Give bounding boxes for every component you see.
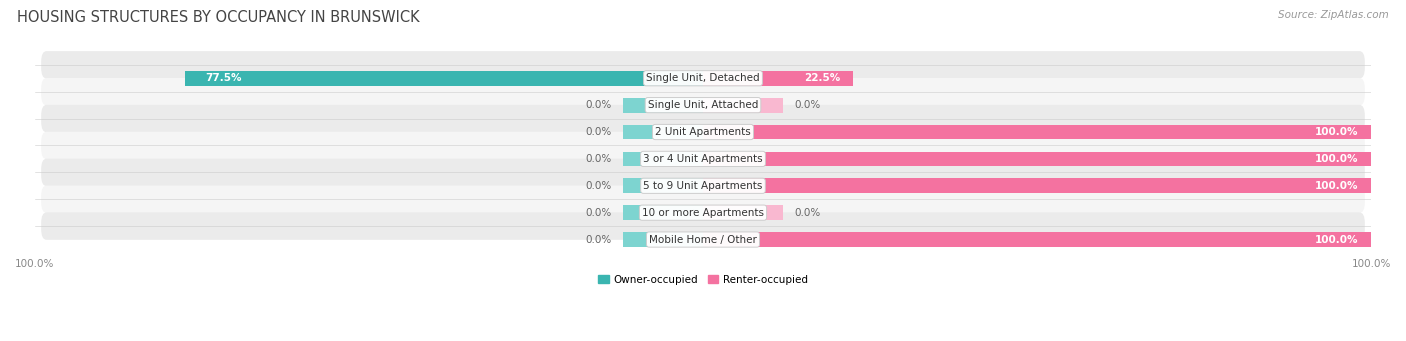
Text: 100.0%: 100.0% [1315, 181, 1358, 191]
FancyBboxPatch shape [41, 78, 1365, 105]
FancyBboxPatch shape [41, 186, 1365, 213]
Text: 0.0%: 0.0% [586, 235, 612, 244]
FancyBboxPatch shape [41, 105, 1365, 132]
Text: 0.0%: 0.0% [794, 208, 820, 218]
FancyBboxPatch shape [41, 159, 1365, 186]
FancyBboxPatch shape [41, 132, 1365, 159]
Text: 5 to 9 Unit Apartments: 5 to 9 Unit Apartments [644, 181, 762, 191]
Text: 100.0%: 100.0% [1315, 127, 1358, 137]
Text: 0.0%: 0.0% [794, 100, 820, 110]
Text: 0.0%: 0.0% [586, 208, 612, 218]
Text: 0.0%: 0.0% [586, 154, 612, 164]
Bar [703, 178, 1371, 193]
Bar [623, 205, 703, 220]
Bar [186, 71, 703, 86]
Text: Source: ZipAtlas.com: Source: ZipAtlas.com [1278, 10, 1389, 20]
Bar [623, 151, 703, 166]
Text: 22.5%: 22.5% [804, 73, 839, 83]
Text: Mobile Home / Other: Mobile Home / Other [650, 235, 756, 244]
Text: 0.0%: 0.0% [586, 127, 612, 137]
Text: 0.0%: 0.0% [586, 181, 612, 191]
Bar [623, 98, 703, 113]
Bar [623, 124, 703, 139]
Text: 100.0%: 100.0% [1315, 154, 1358, 164]
Text: 100.0%: 100.0% [1315, 235, 1358, 244]
Text: HOUSING STRUCTURES BY OCCUPANCY IN BRUNSWICK: HOUSING STRUCTURES BY OCCUPANCY IN BRUNS… [17, 10, 419, 25]
Bar [703, 98, 783, 113]
Text: Single Unit, Detached: Single Unit, Detached [647, 73, 759, 83]
Text: 10 or more Apartments: 10 or more Apartments [643, 208, 763, 218]
Bar [703, 71, 853, 86]
Bar [703, 151, 1371, 166]
Bar [623, 232, 703, 247]
Text: 2 Unit Apartments: 2 Unit Apartments [655, 127, 751, 137]
Text: Single Unit, Attached: Single Unit, Attached [648, 100, 758, 110]
Legend: Owner-occupied, Renter-occupied: Owner-occupied, Renter-occupied [595, 271, 811, 289]
FancyBboxPatch shape [41, 212, 1365, 240]
FancyBboxPatch shape [41, 51, 1365, 78]
Text: 0.0%: 0.0% [586, 100, 612, 110]
Bar [703, 232, 1371, 247]
Text: 3 or 4 Unit Apartments: 3 or 4 Unit Apartments [643, 154, 763, 164]
Bar [703, 124, 1371, 139]
Bar [703, 205, 783, 220]
Bar [623, 178, 703, 193]
Text: 77.5%: 77.5% [205, 73, 242, 83]
